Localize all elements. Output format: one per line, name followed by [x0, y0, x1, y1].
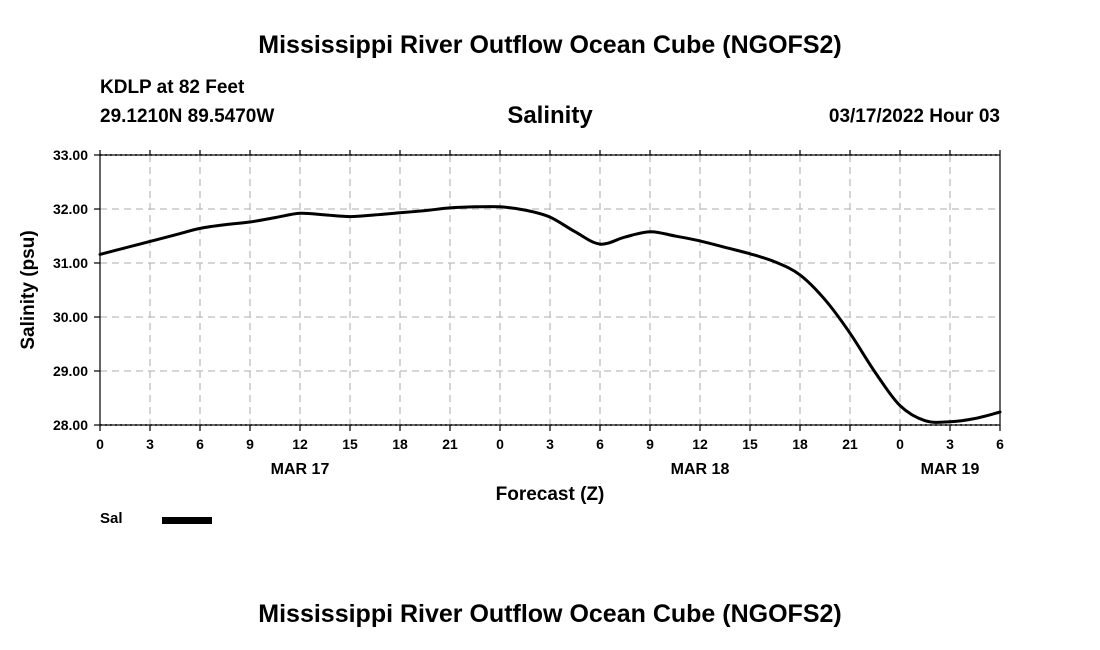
- x-tick-label: 6: [596, 436, 604, 452]
- station-label: KDLP at 82 Feet: [100, 77, 245, 98]
- y-tick-label: 30.00: [53, 309, 88, 325]
- y-axis-label: Salinity (psu): [18, 230, 39, 349]
- x-tick-label: 6: [196, 436, 204, 452]
- x-tick-label: 0: [496, 436, 504, 452]
- chart-main-title: Mississippi River Outflow Ocean Cube (NG…: [258, 31, 842, 59]
- y-tick-label: 33.00: [53, 147, 88, 163]
- y-tick-label: 28.00: [53, 417, 88, 433]
- x-tick-label: 3: [546, 436, 554, 452]
- x-tick-label: 21: [442, 436, 458, 452]
- date-label: MAR 19: [921, 461, 980, 478]
- x-tick-label: 12: [292, 436, 308, 452]
- station-coords: 29.1210N 89.5470W: [100, 106, 275, 127]
- x-tick-label: 21: [842, 436, 858, 452]
- x-tick-label: 0: [896, 436, 904, 452]
- x-tick-label: 18: [392, 436, 408, 452]
- x-tick-label: 3: [946, 436, 954, 452]
- y-tick-label: 31.00: [53, 255, 88, 271]
- x-axis-label: Forecast (Z): [496, 484, 605, 505]
- date-label: MAR 18: [671, 461, 730, 478]
- x-tick-label: 6: [996, 436, 1004, 452]
- x-tick-label: 15: [342, 436, 358, 452]
- x-tick-label: 0: [96, 436, 104, 452]
- y-axis: 28.00 29.00 30.00 31.00 32.00 33.00: [53, 147, 100, 433]
- x-tick-label: 9: [646, 436, 654, 452]
- x-tick-label: 9: [246, 436, 254, 452]
- forecast-timestamp: 03/17/2022 Hour 03: [828, 106, 1000, 127]
- x-tick-label: 3: [146, 436, 154, 452]
- x-tick-label: 18: [792, 436, 808, 452]
- date-labels: MAR 17 MAR 18 MAR 19: [271, 461, 980, 478]
- salinity-series-line: [98, 205, 1002, 424]
- y-tick-label: 32.00: [53, 201, 88, 217]
- x-axis: 0 3 6 9 12 15 18 21 0 3 6 9 12 15 18 21 0 3 6: [96, 150, 1004, 452]
- chart-grid: [100, 154, 1000, 426]
- date-label: MAR 17: [271, 461, 330, 478]
- chart-subtitle: Salinity: [507, 102, 593, 129]
- footer-title: Mississippi River Outflow Ocean Cube (NG…: [258, 600, 842, 628]
- legend-swatch: [162, 517, 212, 524]
- legend-label: Sal: [100, 510, 123, 527]
- x-tick-label: 15: [742, 436, 758, 452]
- x-tick-label: 12: [692, 436, 708, 452]
- y-tick-label: 29.00: [53, 363, 88, 379]
